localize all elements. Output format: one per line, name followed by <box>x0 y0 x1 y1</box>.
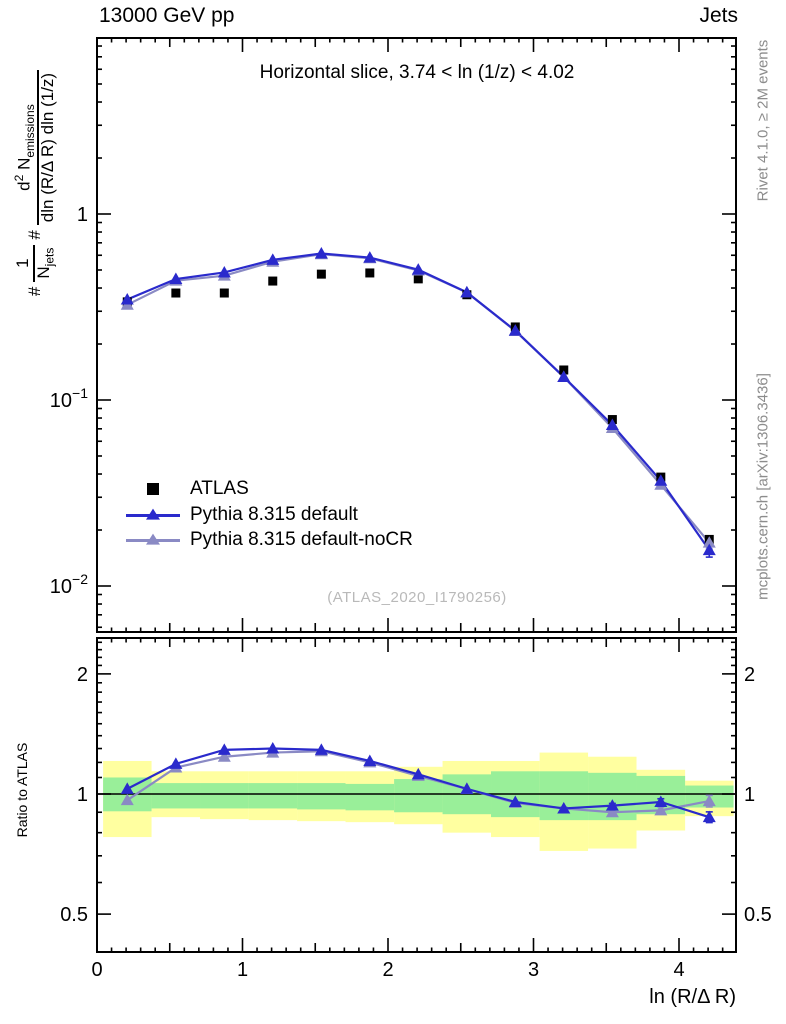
ylabel-hash-1: # <box>25 286 44 297</box>
main-y-tick-label: 10−1 <box>50 385 88 412</box>
pythia-default-point <box>508 324 522 336</box>
pythia-default-point <box>557 370 571 382</box>
pythia-default-ratio-point <box>702 810 716 823</box>
atlas-data-point <box>268 276 278 286</box>
pythia-default-point <box>460 285 474 298</box>
tick-label: 0.5 <box>60 904 88 926</box>
ratio-band-green <box>200 783 249 809</box>
pythia-default-point <box>702 543 716 556</box>
ylabel-fraction-1: 1 Njets <box>13 244 57 282</box>
pythia-default-ratio-point <box>557 801 571 814</box>
pythia-nocr-ratio-point <box>654 803 668 816</box>
pythia-default-ratio-point <box>363 754 377 766</box>
atlas-square-marker-icon <box>122 476 184 502</box>
ratio-y-axis-label: Ratio to ATLAS <box>14 742 30 838</box>
pythia-default-point <box>120 292 134 305</box>
tick-label: 1 <box>77 784 88 806</box>
pythia-default-point <box>266 253 280 265</box>
x-axis-label: ln (R/Δ R) <box>649 986 736 1008</box>
legend-label: Pythia 8.315 default <box>190 504 358 525</box>
legend-item-pythia-nocr: Pythia 8.315 default-noCR <box>122 527 413 553</box>
main-y-axis-label: # 1 Njets # d2 Nemissions dln (R/Δ R) dl… <box>0 18 72 348</box>
pythia-nocr-point <box>702 536 716 548</box>
tick-label: 1 <box>237 959 248 981</box>
pythia-default-point <box>169 272 183 285</box>
main-y-tick-label: 1 <box>77 204 88 226</box>
generator-version-note: Rivet 4.1.0, ≥ 2M events <box>754 39 772 202</box>
tick-label: 1 <box>744 784 755 806</box>
beam-title: 13000 GeV pp <box>99 4 235 27</box>
main-y-tick-label: 10−2 <box>50 571 88 598</box>
pythia-default-ratio-point <box>460 782 474 794</box>
legend-item-atlas: ATLAS <box>122 476 249 502</box>
ylabel-fraction-2: d2 Nemissions dln (R/Δ R) dln (1/z) <box>12 69 58 226</box>
tick-label: 4 <box>673 959 684 981</box>
tick-label: 2 <box>77 664 88 686</box>
ratio-band-green <box>297 783 346 810</box>
pythia-nocr-ratio-point <box>605 805 619 818</box>
blue-triangle-line-marker-icon <box>122 502 184 528</box>
pythia-default-ratio-point <box>314 743 328 755</box>
pythia-default-ratio-point <box>508 795 522 807</box>
tick-label: 0 <box>91 959 102 981</box>
pythia-default-point <box>363 251 377 263</box>
atlas-data-point <box>316 269 326 279</box>
analysis-group-title: Jets <box>699 4 738 27</box>
mcplots-arxiv-note: mcplots.cern.ch [arXiv:1306.3436] <box>754 373 772 600</box>
pythia-default-ratio-point <box>169 757 183 769</box>
atlas-data-point <box>365 268 375 278</box>
pythia-default-point <box>654 474 668 486</box>
atlas-data-point <box>559 365 569 375</box>
tick-label: 0.5 <box>744 904 772 926</box>
atlas-data-point <box>171 288 181 298</box>
pythia-default-ratio-point <box>605 799 619 811</box>
ratio-band-green <box>345 783 395 811</box>
ratio-band-green <box>394 779 443 813</box>
pythia-default-ratio-point <box>120 782 134 794</box>
pythia-default-ratio-point <box>217 743 231 755</box>
tick-label: 2 <box>382 959 393 981</box>
legend-item-pythia-default: Pythia 8.315 default <box>122 502 358 528</box>
atlas-data-point <box>219 288 229 298</box>
pythia-nocr-ratio-point <box>120 793 134 806</box>
legend-label: Pythia 8.315 default-noCR <box>190 529 413 550</box>
slate-triangle-line-marker-icon <box>122 527 184 553</box>
analysis-id-watermark: (ATLAS_2020_I1790256) <box>327 589 507 606</box>
ratio-band-green <box>248 783 298 809</box>
ratio-band-green <box>151 783 201 809</box>
pythia-default-point <box>314 247 328 259</box>
pythia-default-point <box>605 418 619 430</box>
ylabel-hash-2: # <box>25 230 44 240</box>
pythia-default-ratio-point <box>411 767 425 780</box>
tick-label: 2 <box>744 664 755 686</box>
pythia-default-point <box>411 263 425 275</box>
tick-label: 3 <box>528 959 539 981</box>
pythia-default-ratio-point <box>654 795 668 807</box>
legend-label: ATLAS <box>190 478 249 499</box>
pythia-default-ratio-point <box>266 742 280 754</box>
panel-title: Horizontal slice, 3.74 < ln (1/z) < 4.02 <box>259 62 575 83</box>
pythia-nocr-ratio-point <box>217 750 231 762</box>
atlas-data-point <box>413 274 423 284</box>
pythia-default-point <box>217 265 231 278</box>
pythia-nocr-ratio-point <box>702 794 716 807</box>
